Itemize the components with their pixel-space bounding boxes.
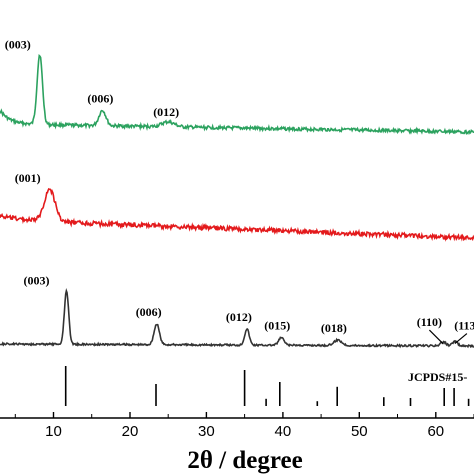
x-tick-label: 60 — [427, 423, 444, 440]
peak-label: (012) — [153, 105, 179, 119]
x-tick-label: 50 — [351, 423, 368, 440]
peak-labels-layer: (003) (006) (012) (001) (003) (006) (012) (015)… — [5, 38, 474, 345]
reference-pattern: JCPDS#15- — [64, 366, 470, 406]
peak-label: (006) — [87, 91, 113, 105]
peak-label: (113) — [454, 319, 474, 333]
peak-label: (018) — [321, 321, 347, 335]
peak-label: (012) — [226, 310, 252, 324]
peak-label: (006) — [136, 305, 162, 319]
series-layer — [0, 53, 474, 349]
x-tick-label: 30 — [198, 423, 215, 440]
peak-label: (001) — [15, 171, 41, 185]
x-axis-title: 2θ / degree — [187, 447, 302, 474]
peak-label: (003) — [5, 38, 31, 52]
series-line-3 — [0, 287, 474, 349]
x-axis: 10 20 30 40 50 60 — [0, 412, 474, 440]
peak-arrow — [454, 333, 468, 345]
peak-arrow — [428, 329, 444, 345]
x-tick-label: 10 — [45, 423, 62, 440]
peak-label: (015) — [264, 319, 290, 333]
peak-label: (003) — [24, 273, 50, 287]
x-tick-label: 20 — [122, 423, 139, 440]
peak-label: (110) — [417, 315, 442, 329]
series-line-2 — [0, 187, 474, 242]
reference-label: JCPDS#15- — [408, 370, 467, 384]
series-line-1 — [0, 53, 474, 135]
x-tick-label: 40 — [275, 423, 292, 440]
